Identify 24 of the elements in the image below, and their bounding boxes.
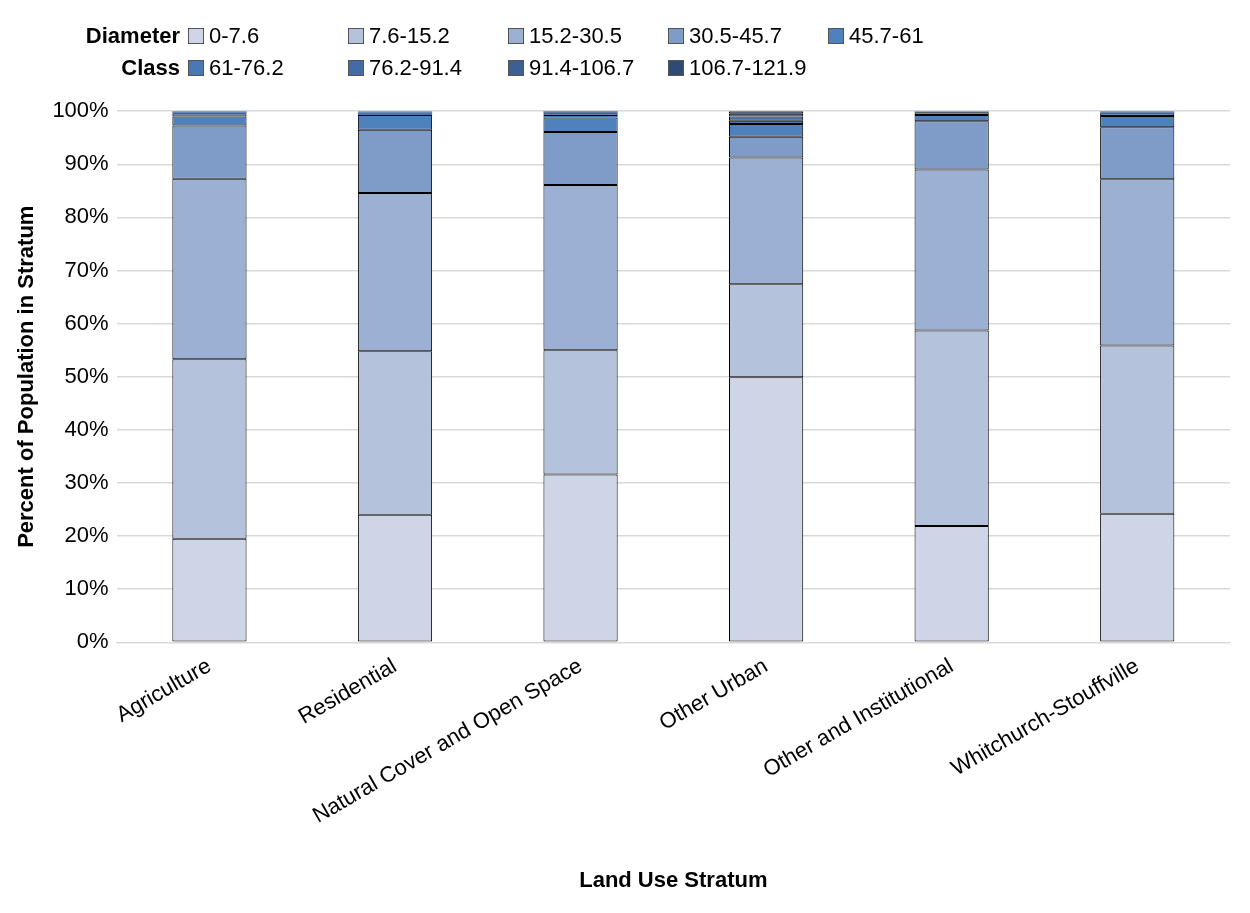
legend-title: Diameter Class [84,22,180,82]
x-axis-title: Land Use Stratum [579,866,768,892]
legend-label: 0-7.6 [209,22,260,50]
legend-label: 61-76.2 [209,54,284,82]
y-tick-label: 100% [52,97,109,123]
x-tick-label: Other Urban [654,652,772,735]
legend-label: 7.6-15.2 [369,22,450,50]
y-tick-label: 10% [64,575,109,601]
legend-label: 106.7-121.9 [689,54,807,82]
legend-label: 45.7-61 [849,22,924,50]
y-tick-label: 80% [64,203,109,229]
y-tick-label: 40% [64,415,109,441]
legend-label: 15.2-30.5 [529,22,622,50]
y-tick-label: 20% [64,522,109,548]
y-tick-label: 0% [76,628,109,654]
y-tick-label: 90% [64,150,109,176]
y-tick-label: 70% [64,256,109,282]
y-tick-label: 60% [64,309,109,335]
y-tick-label: 30% [64,469,109,494]
legend-label: 91.4-106.7 [529,54,635,82]
legend-label: 30.5-45.7 [689,22,782,50]
y-tick-label: 50% [64,362,109,388]
legend-label: 76.2-91.4 [369,54,462,82]
y-axis-title: Percent of Population in Stratum [13,205,39,548]
